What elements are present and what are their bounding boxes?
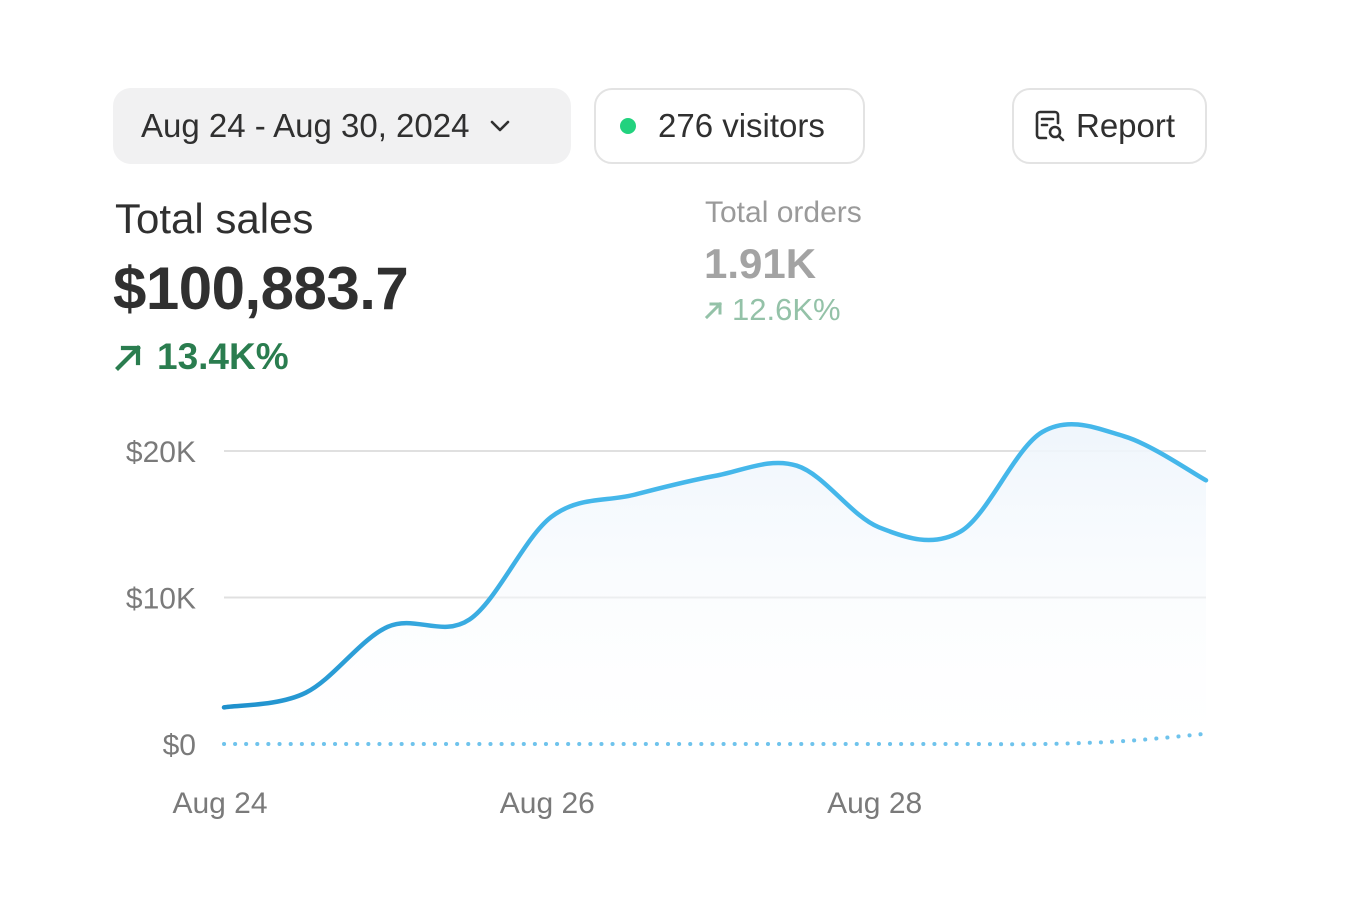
series-line-current	[221, 422, 1209, 710]
chart-series	[221, 422, 1209, 747]
x-tick-label: Aug 26	[500, 787, 595, 820]
total-sales-label: Total sales	[115, 195, 314, 242]
visitors-badge[interactable]: 276 visitors	[594, 88, 865, 164]
series-area-fill	[224, 424, 1206, 744]
report-label: Report	[1076, 107, 1176, 144]
y-tick-label: $20K	[126, 436, 196, 469]
report-button[interactable]: Report	[1012, 88, 1207, 164]
date-range-label: Aug 24 - Aug 30, 2024	[141, 107, 470, 144]
x-tick-label: Aug 24	[172, 787, 267, 820]
live-status-dot	[620, 118, 636, 134]
total-orders-label: Total orders	[705, 196, 862, 229]
chart-y-axis: $0 $10K $20K	[126, 436, 196, 762]
total-orders-value: 1.91K	[704, 240, 817, 287]
date-range-picker[interactable]: Aug 24 - Aug 30, 2024	[113, 88, 571, 164]
y-tick-label: $0	[163, 729, 196, 762]
visitors-count: 276 visitors	[658, 107, 825, 144]
total-sales-change: 13.4K%	[113, 336, 289, 378]
total-orders-change: 12.6K%	[704, 292, 841, 328]
chart-x-axis: Aug 24 Aug 26 Aug 28	[172, 787, 922, 820]
y-tick-label: $10K	[126, 583, 196, 616]
total-sales-value: $100,883.7	[113, 255, 409, 322]
total-orders-change-value: 12.6K%	[732, 292, 841, 327]
arrow-up-right-icon	[704, 300, 724, 320]
arrow-up-right-icon	[113, 341, 145, 373]
chart-area	[224, 424, 1206, 744]
chevron-down-icon	[487, 113, 513, 139]
report-search-icon	[1032, 108, 1068, 144]
total-sales-change-value: 13.4K%	[157, 336, 289, 377]
x-tick-label: Aug 28	[827, 787, 922, 820]
